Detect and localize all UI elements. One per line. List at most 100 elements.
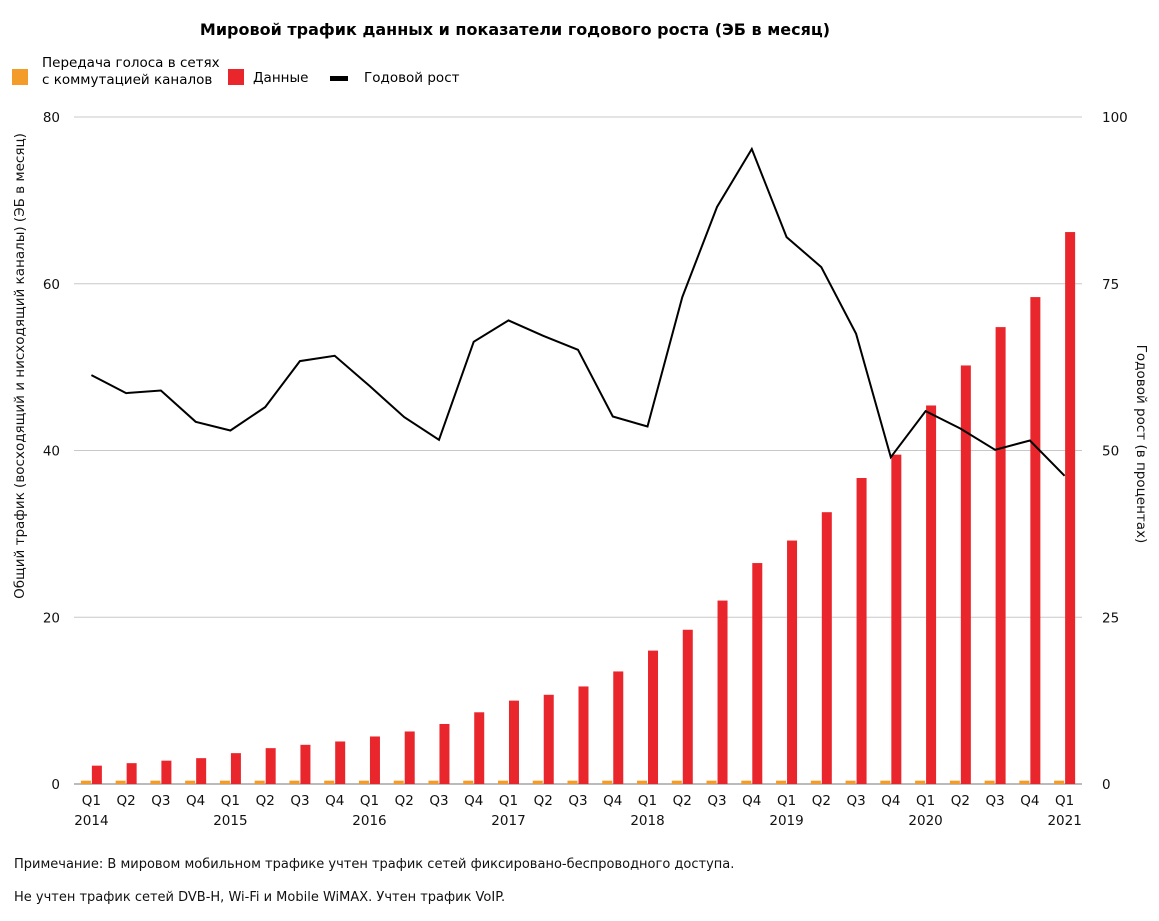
x-axis-ticks: Q1 Q2 Q3 Q4 Q1 Q2 Q3 Q4 Q1 Q2 Q3 Q4 Q1 Q2 Q3 Q4 Q1 Q2 Q3 Q4… (74, 793, 1082, 829)
gridlines (74, 116, 1082, 785)
right-axis-title: Годовой рост (в процентах) (1133, 345, 1149, 544)
legend-label-line: Передача голоса в сетях (42, 55, 220, 71)
voice-bar (880, 780, 891, 784)
left-tick-label: 40 (43, 444, 60, 460)
left-tick-label: 20 (43, 610, 60, 626)
x-tick-label: Q2 (395, 793, 414, 809)
voice-bar (1054, 780, 1065, 784)
year-label: 2016 (352, 813, 386, 829)
legend-swatch (228, 69, 244, 85)
x-tick-label: Q2 (256, 793, 275, 809)
data-bar (682, 629, 693, 784)
data-bar (508, 700, 519, 784)
voice-bar (150, 780, 161, 784)
chart-title: Мировой трафик данных и показатели годов… (200, 20, 830, 39)
x-tick-label: Q1 (82, 793, 101, 809)
x-tick-label: Q1 (916, 793, 935, 809)
data-bar (613, 671, 624, 784)
x-tick-label: Q3 (568, 793, 587, 809)
voice-bar (115, 780, 126, 784)
voice-bar (810, 780, 821, 784)
year-label: 2019 (769, 813, 803, 829)
x-tick-label: Q4 (603, 793, 622, 809)
data-bar (995, 327, 1006, 784)
note-line-1: Примечание: В мировом мобильном трафике … (14, 857, 735, 872)
data-bar (439, 723, 450, 784)
legend-label-line: Данные (253, 70, 308, 86)
legend-swatch (12, 69, 28, 85)
data-bar (230, 753, 241, 784)
data-bar (300, 744, 311, 784)
voice-bar (984, 780, 995, 784)
x-tick-label: Q4 (742, 793, 761, 809)
data-bar (196, 758, 207, 784)
bars (80, 232, 1076, 784)
right-tick-label: 75 (1102, 277, 1119, 293)
voice-bar (463, 780, 474, 784)
data-bar (161, 760, 172, 784)
data-bar (752, 563, 763, 784)
voice-bar (219, 780, 230, 784)
data-bar (717, 600, 728, 784)
legend-label-line: с коммутацией каналов (42, 72, 212, 88)
voice-bar (671, 780, 682, 784)
x-tick-label: Q1 (360, 793, 379, 809)
note-line-2: Не учтен трафик сетей DVB-H, Wi-Fi и Mob… (14, 890, 506, 905)
x-tick-label: Q2 (673, 793, 692, 809)
growth-series-line (90, 146, 1066, 477)
legend: Передача голоса в сетях с коммутацией кан… (12, 55, 460, 88)
x-tick-label: Q2 (951, 793, 970, 809)
voice-bar (185, 780, 196, 784)
x-tick-label: Q4 (881, 793, 900, 809)
voice-bar (324, 780, 335, 784)
x-tick-label: Q3 (290, 793, 309, 809)
legend-label: Передача голоса в сетях с коммутацией кан… (42, 55, 220, 88)
year-label: 2014 (74, 813, 108, 829)
growth-line (90, 146, 1066, 477)
data-bar (648, 650, 659, 784)
x-tick-label: Q2 (117, 793, 136, 809)
x-tick-label: Q4 (464, 793, 483, 809)
x-tick-label: Q1 (777, 793, 796, 809)
legend-label-line: Годовой рост (364, 70, 460, 86)
voice-bar (776, 780, 787, 784)
x-tick-label: Q3 (846, 793, 865, 809)
voice-bar (567, 780, 578, 784)
data-bar (856, 478, 867, 784)
voice-bar (428, 780, 439, 784)
data-bar (891, 454, 902, 784)
data-bar (1065, 232, 1076, 784)
data-bar (578, 686, 589, 784)
data-bar (91, 765, 102, 784)
chart-canvas: Мировой трафик данных и показатели годов… (12, 20, 1149, 829)
left-tick-label: 60 (43, 277, 60, 293)
voice-bar (497, 780, 508, 784)
voice-bar (358, 780, 369, 784)
x-tick-label: Q1 (638, 793, 657, 809)
x-tick-label: Q4 (186, 793, 205, 809)
data-bar (404, 731, 415, 784)
x-tick-label: Q1 (499, 793, 518, 809)
x-tick-label: Q4 (1020, 793, 1039, 809)
voice-bar (80, 780, 91, 784)
x-tick-label: Q3 (985, 793, 1004, 809)
voice-bar (602, 780, 613, 784)
voice-bar (289, 780, 300, 784)
x-tick-label: Q4 (325, 793, 344, 809)
voice-bar (1019, 780, 1030, 784)
voice-bar (706, 780, 717, 784)
x-tick-label: Q3 (151, 793, 170, 809)
data-bar (787, 540, 798, 784)
right-tick-label: 100 (1102, 110, 1128, 126)
left-tick-label: 0 (51, 777, 60, 793)
x-tick-label: Q3 (707, 793, 726, 809)
voice-bar (532, 780, 543, 784)
data-bar (960, 365, 971, 784)
data-bar (926, 405, 937, 784)
data-bar (821, 512, 832, 784)
year-label: 2020 (908, 813, 942, 829)
right-tick-label: 0 (1102, 777, 1111, 793)
voice-bar (741, 780, 752, 784)
voice-bar (393, 780, 404, 784)
x-tick-label: Q1 (1055, 793, 1074, 809)
